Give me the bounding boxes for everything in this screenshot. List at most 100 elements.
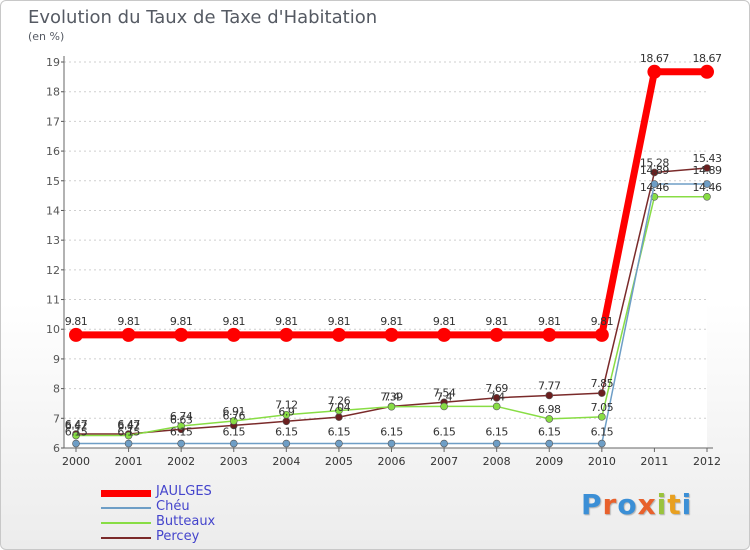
x-tick-label: 2012 — [693, 455, 721, 468]
data-label-butteaux: 6.98 — [538, 403, 561, 416]
data-point-percey — [335, 413, 343, 421]
data-point-jaulges — [226, 327, 241, 342]
data-label-percey: 7.04 — [328, 401, 351, 414]
data-point-chéu — [440, 439, 448, 448]
data-label-percey: 6.63 — [170, 413, 193, 426]
data-label-butteaux: 14.46 — [640, 181, 669, 194]
y-tick-label: 17 — [46, 115, 60, 128]
data-label-jaulges: 9.81 — [117, 315, 140, 328]
data-label-butteaux: 7.4 — [436, 390, 452, 403]
data-point-butteaux — [335, 406, 343, 415]
data-label-chéu: 6.15 — [117, 426, 140, 439]
data-label-percey: 6.76 — [223, 409, 246, 422]
data-label-percey: 7.4 — [384, 390, 400, 403]
x-tick-label: 2011 — [640, 455, 668, 468]
data-label-butteaux: 6.42 — [65, 420, 88, 433]
data-point-butteaux — [282, 410, 291, 419]
data-point-chéu — [72, 439, 80, 448]
legend-label: Percey — [156, 529, 200, 544]
chart-title: Evolution du Taux de Taxe d'Habitation — [28, 7, 378, 28]
logo-letter: i — [681, 488, 693, 521]
x-tick-label: 2006 — [378, 455, 406, 468]
data-label-jaulges: 9.81 — [223, 315, 246, 328]
data-point-percey — [703, 164, 711, 172]
logo-letter: i — [656, 488, 668, 521]
data-label-jaulges: 9.81 — [538, 315, 561, 328]
y-tick-label: 15 — [46, 175, 60, 188]
logo-letter: P — [581, 488, 603, 521]
data-point-jaulges — [384, 327, 399, 342]
data-point-percey — [282, 417, 291, 426]
data-label-butteaux: 7.39 — [380, 391, 403, 404]
data-label-jaulges: 9.81 — [591, 315, 614, 328]
logo-letter: t — [667, 488, 682, 521]
logo-letter: o — [617, 488, 638, 521]
data-label-chéu: 6.15 — [275, 426, 298, 439]
proxiti-logo: Proxiti — [581, 488, 692, 521]
y-tick-label: 11 — [46, 294, 60, 307]
data-label-jaulges: 9.81 — [170, 315, 193, 328]
data-label-jaulges: 9.81 — [65, 315, 88, 328]
data-label-chéu: 6.15 — [170, 426, 193, 439]
chart-subtitle: (en %) — [28, 30, 65, 43]
data-label-percey: 7.77 — [538, 379, 561, 392]
x-tick-label: 2005 — [325, 455, 353, 468]
x-tick-label: 2008 — [483, 455, 511, 468]
data-point-butteaux — [72, 431, 80, 440]
data-point-butteaux — [229, 417, 238, 425]
data-label-chéu: 6.15 — [65, 426, 88, 439]
data-point-butteaux — [492, 402, 501, 411]
data-point-chéu — [177, 439, 185, 448]
data-point-chéu — [598, 439, 606, 448]
data-label-percey: 7.54 — [433, 386, 456, 399]
data-label-jaulges: 9.81 — [380, 315, 403, 328]
data-point-butteaux — [545, 415, 554, 423]
data-label-percey: 15.28 — [640, 156, 669, 169]
data-point-percey — [598, 389, 606, 397]
data-point-percey — [545, 391, 554, 400]
data-point-butteaux — [598, 413, 606, 421]
data-label-chéu: 6.15 — [485, 426, 508, 439]
data-label-percey: 6.47 — [65, 418, 88, 431]
data-point-jaulges — [700, 64, 714, 79]
x-tick-label: 2003 — [220, 455, 248, 468]
data-point-jaulges — [69, 327, 83, 342]
data-label-percey: 7.85 — [591, 377, 614, 390]
data-point-chéu — [282, 439, 291, 448]
y-tick-label: 14 — [46, 204, 60, 217]
legend-swatch — [101, 537, 151, 539]
data-label-jaulges: 9.81 — [485, 315, 508, 328]
x-tick-label: 2010 — [588, 455, 616, 468]
data-point-jaulges — [174, 327, 189, 342]
data-label-butteaux: 6.74 — [170, 410, 193, 423]
y-tick-label: 7 — [53, 412, 60, 425]
y-tick-label: 12 — [46, 264, 60, 277]
data-point-jaulges — [489, 327, 504, 342]
data-point-butteaux — [387, 402, 396, 411]
data-point-chéu — [124, 439, 133, 448]
y-tick-label: 10 — [46, 323, 60, 336]
x-tick-label: 2001 — [115, 455, 143, 468]
x-tick-label: 2004 — [272, 455, 300, 468]
legend-label: Butteaux — [156, 514, 216, 529]
y-tick-label: 16 — [46, 145, 60, 158]
data-label-jaulges: 18.67 — [693, 52, 722, 65]
legend-label: Chéu — [156, 499, 190, 514]
data-label-jaulges: 9.81 — [328, 315, 351, 328]
data-label-butteaux: 14.46 — [693, 181, 722, 194]
x-tick-label: 2009 — [535, 455, 563, 468]
y-tick-label: 13 — [46, 234, 60, 247]
data-label-chéu: 6.15 — [328, 426, 351, 439]
data-point-jaulges — [437, 327, 452, 342]
y-tick-label: 18 — [46, 86, 60, 99]
data-point-chéu — [387, 439, 396, 448]
legend-swatch — [101, 489, 151, 497]
data-label-percey: 6.47 — [117, 418, 140, 431]
data-label-jaulges: 18.67 — [640, 52, 669, 65]
data-label-jaulges: 9.81 — [275, 315, 298, 328]
data-point-butteaux — [440, 402, 448, 411]
data-point-butteaux — [124, 431, 133, 440]
data-label-chéu: 14.89 — [693, 164, 722, 177]
y-tick-label: 8 — [53, 383, 60, 396]
